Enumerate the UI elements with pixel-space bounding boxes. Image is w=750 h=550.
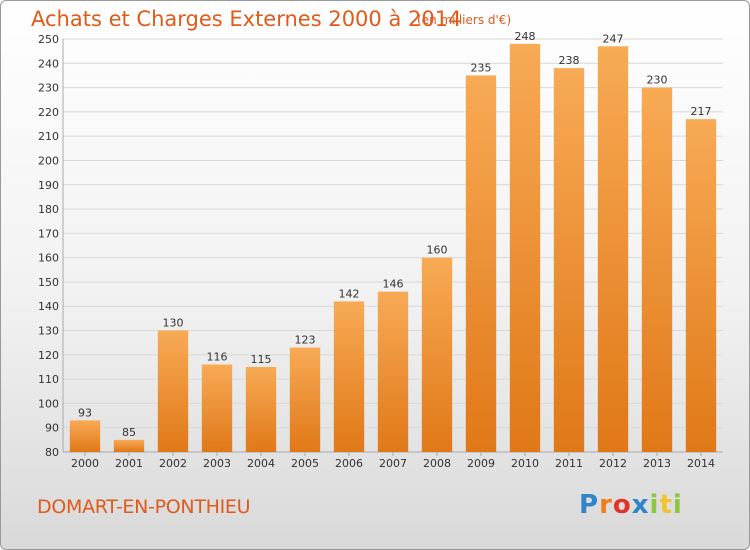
data-label: 123 xyxy=(295,334,316,347)
x-tick-label: 2006 xyxy=(335,457,363,470)
y-tick-label: 130 xyxy=(38,325,59,338)
logo-letter: i xyxy=(672,490,683,520)
x-tick-label: 2010 xyxy=(511,457,539,470)
bar xyxy=(597,46,629,452)
y-tick-label: 90 xyxy=(45,422,59,435)
logo-letter: o xyxy=(612,490,632,520)
data-label: 235 xyxy=(471,61,492,74)
bar xyxy=(377,291,409,452)
y-tick-label: 200 xyxy=(38,154,59,167)
y-tick-label: 150 xyxy=(38,276,59,289)
bar xyxy=(421,257,453,452)
x-tick-label: 2001 xyxy=(115,457,143,470)
y-tick-label: 170 xyxy=(38,227,59,240)
y-tick-label: 210 xyxy=(38,130,59,143)
x-tick-label: 2009 xyxy=(467,457,495,470)
data-label: 160 xyxy=(427,244,448,257)
x-tick-label: 2004 xyxy=(247,457,275,470)
bar xyxy=(69,420,101,452)
bar xyxy=(201,364,233,452)
y-tick-label: 190 xyxy=(38,179,59,192)
chart-unit: (en milliers d'€) xyxy=(417,13,512,27)
data-label: 247 xyxy=(603,32,624,45)
data-label: 248 xyxy=(515,30,536,43)
y-tick-label: 230 xyxy=(38,82,59,95)
x-tick-label: 2000 xyxy=(71,457,99,470)
y-tick-label: 140 xyxy=(38,300,59,313)
x-tick-label: 2005 xyxy=(291,457,319,470)
bar xyxy=(685,119,717,452)
y-tick-label: 180 xyxy=(38,203,59,216)
data-label: 116 xyxy=(207,351,228,364)
bar xyxy=(289,347,321,452)
bar xyxy=(245,366,277,452)
data-label: 130 xyxy=(163,317,184,330)
y-tick-label: 80 xyxy=(45,446,59,459)
bar xyxy=(509,43,541,452)
x-tick-label: 2003 xyxy=(203,457,231,470)
y-tick-label: 240 xyxy=(38,57,59,70)
logo-letter: r xyxy=(599,490,613,520)
bar xyxy=(641,87,673,453)
logo-letter: P xyxy=(579,490,600,520)
y-tick-label: 250 xyxy=(38,33,59,46)
x-tick-label: 2012 xyxy=(599,457,627,470)
data-label: 146 xyxy=(383,278,404,291)
data-label: 85 xyxy=(122,426,136,439)
logo-letter: x xyxy=(631,490,650,520)
chart-title: Achats et Charges Externes 2000 à 2014 xyxy=(31,7,462,31)
bar xyxy=(333,301,365,452)
town-name: DOMART-EN-PONTHIEU xyxy=(37,496,251,518)
x-tick-label: 2013 xyxy=(643,457,671,470)
x-tick-label: 2007 xyxy=(379,457,407,470)
y-tick-label: 160 xyxy=(38,252,59,265)
x-tick-label: 2011 xyxy=(555,457,583,470)
y-tick-label: 110 xyxy=(38,373,59,386)
x-tick-label: 2014 xyxy=(687,457,715,470)
bar xyxy=(157,330,189,452)
data-label: 142 xyxy=(339,287,360,300)
logo-letter: t xyxy=(659,490,673,520)
bar xyxy=(113,439,145,452)
x-tick-label: 2008 xyxy=(423,457,451,470)
data-label: 217 xyxy=(691,105,712,118)
bar xyxy=(465,75,497,453)
data-label: 238 xyxy=(559,54,580,67)
y-tick-label: 220 xyxy=(38,106,59,119)
logo-letter: i xyxy=(649,490,660,520)
y-tick-label: 100 xyxy=(38,397,59,410)
data-label: 230 xyxy=(647,74,668,87)
proxiti-logo[interactable]: Proxiti xyxy=(579,490,683,520)
data-label: 93 xyxy=(78,406,92,419)
y-tick-label: 120 xyxy=(38,349,59,362)
data-label: 115 xyxy=(251,353,272,366)
x-tick-label: 2002 xyxy=(159,457,187,470)
bar xyxy=(553,68,585,452)
